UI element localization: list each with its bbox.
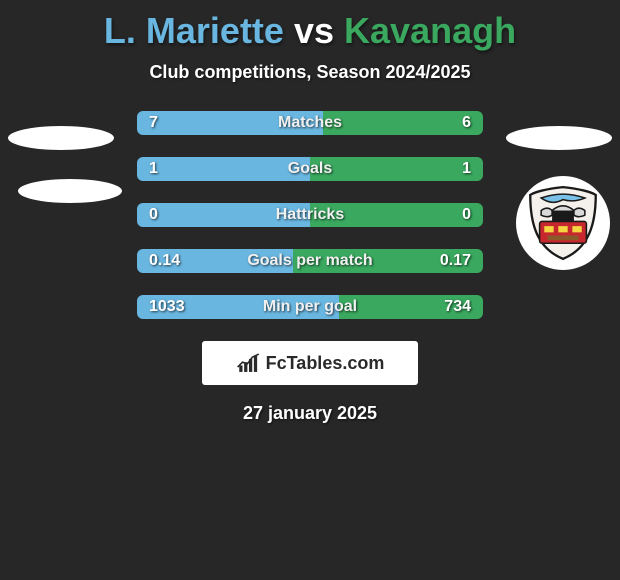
- left-badge-2: [18, 179, 122, 203]
- brand-chart-icon: [236, 352, 262, 374]
- right-club-crest: [516, 176, 610, 270]
- stat-row: 11Goals: [137, 157, 483, 181]
- stat-row: 76Matches: [137, 111, 483, 135]
- stat-label: Hattricks: [137, 206, 483, 224]
- stat-label: Goals per match: [137, 252, 483, 270]
- stat-label: Min per goal: [137, 298, 483, 316]
- stat-row: 0.140.17Goals per match: [137, 249, 483, 273]
- stat-row: 1033734Min per goal: [137, 295, 483, 319]
- stat-rows: 76Matches 11Goals 00Hattricks 0.140.17Goals…: [137, 111, 483, 319]
- subtitle: Club competitions, Season 2024/2025: [0, 62, 620, 83]
- left-badge-1: [8, 126, 114, 150]
- stat-label: Goals: [137, 160, 483, 178]
- page-title: L. Mariette vs Kavanagh: [0, 0, 620, 52]
- date: 27 january 2025: [0, 403, 620, 424]
- right-badge-1: [506, 126, 612, 150]
- stat-row: 00Hattricks: [137, 203, 483, 227]
- stat-label: Matches: [137, 114, 483, 132]
- title-right: Kavanagh: [344, 10, 516, 51]
- title-left: L. Mariette: [104, 10, 284, 51]
- brand-text: FcTables.com: [266, 353, 385, 374]
- crest-icon: [524, 184, 602, 262]
- brand-box: FcTables.com: [202, 341, 418, 385]
- title-vs: vs: [294, 10, 334, 51]
